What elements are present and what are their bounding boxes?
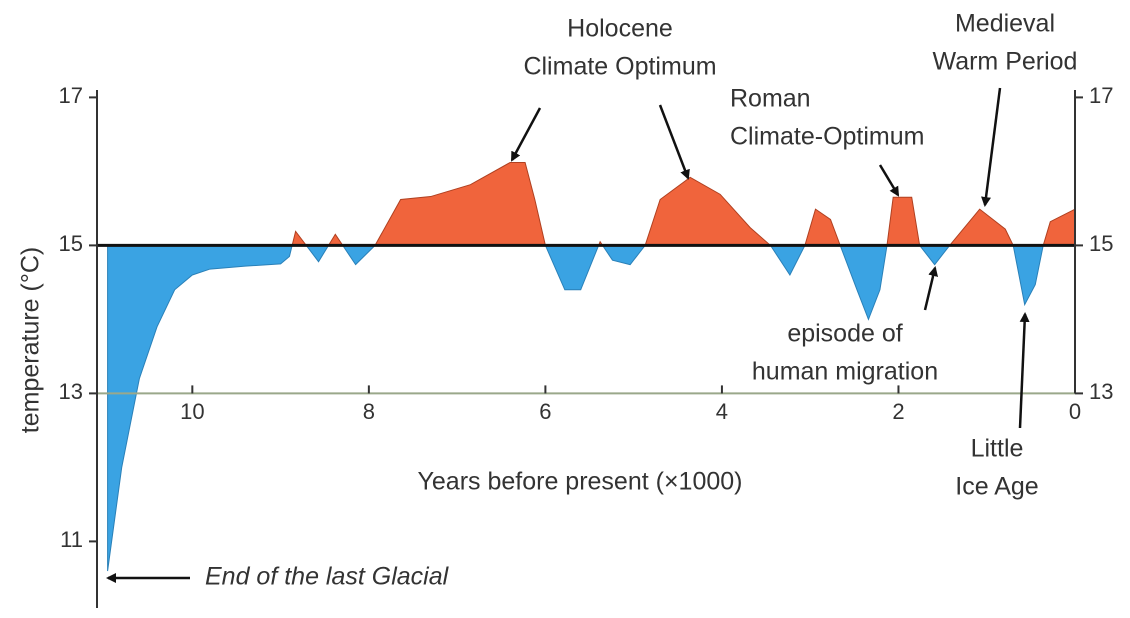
annotation: End of the last Glacial	[205, 563, 450, 591]
y2-tick-label: 17	[1089, 83, 1113, 108]
annotation: Roman	[730, 85, 811, 113]
x-axis-label: Years before present (×1000)	[418, 468, 743, 496]
x-tick-label: 10	[180, 399, 204, 424]
annotation: episode of	[787, 320, 902, 348]
y-axis-label: temperature (°C)	[17, 247, 45, 433]
area-above	[107, 162, 1076, 246]
annotation-arrow	[1018, 312, 1030, 429]
y2-tick-label: 15	[1089, 231, 1113, 256]
y-tick-label: 11	[60, 527, 83, 552]
annotation: Climate-Optimum	[730, 123, 924, 151]
annotation-arrow	[923, 266, 939, 311]
annotation-arrow	[510, 107, 542, 162]
y-tick-label: 13	[59, 379, 83, 404]
annotation: Medieval	[955, 10, 1055, 38]
y-tick-label: 15	[59, 231, 83, 256]
annotation: Holocene	[567, 15, 673, 43]
annotation: human migration	[752, 358, 938, 386]
annotation: Warm Period	[933, 48, 1078, 76]
annotation-arrow	[981, 87, 1002, 207]
area-below	[107, 245, 1076, 572]
y2-tick-label: 13	[1089, 379, 1113, 404]
annotation-arrow	[658, 104, 690, 180]
x-tick-label: 2	[892, 399, 904, 424]
annotation: Little	[971, 435, 1024, 463]
x-tick-label: 0	[1069, 399, 1081, 424]
annotation-arrow	[878, 164, 900, 197]
x-tick-label: 8	[363, 399, 375, 424]
annotation: Climate Optimum	[523, 53, 716, 81]
x-tick-label: 4	[716, 399, 728, 424]
x-tick-label: 6	[539, 399, 551, 424]
annotation: Ice Age	[955, 473, 1038, 501]
y-tick-label: 17	[59, 83, 83, 108]
